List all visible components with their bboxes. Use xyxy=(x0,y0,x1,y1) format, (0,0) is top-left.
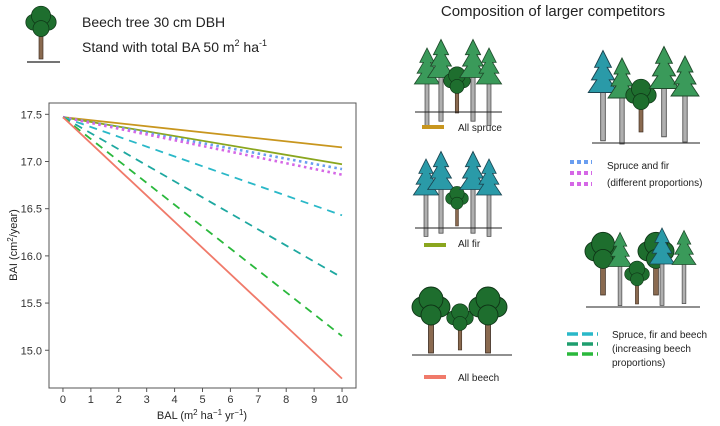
legend-label-spruce-fir-2: (different proportions) xyxy=(607,178,702,189)
y-tick-label: 17.0 xyxy=(21,157,42,169)
legend-label-beech: All beech xyxy=(458,373,499,384)
series-line-beech xyxy=(62,116,343,380)
x-tick-label: 2 xyxy=(116,394,122,406)
illustration-all-fir xyxy=(412,151,503,237)
x-tick-label: 6 xyxy=(227,394,233,406)
y-tick-label: 15.5 xyxy=(21,298,42,310)
x-tick-label: 8 xyxy=(283,394,289,406)
series-line-mix3 xyxy=(62,116,343,337)
legend-label-spruce-fir-1: Spruce and fir xyxy=(607,161,670,172)
series-line-spruce xyxy=(62,116,343,149)
legend-swatch-beech xyxy=(424,375,446,379)
y-tick-label: 17.5 xyxy=(21,109,42,121)
x-tick-label: 5 xyxy=(199,394,205,406)
illustration-all-beech xyxy=(411,286,512,356)
x-tick-label: 9 xyxy=(311,394,317,406)
legend-label-fir: All fir xyxy=(458,239,481,250)
x-tick-label: 3 xyxy=(144,394,150,406)
legend-label-spruce: All spruce xyxy=(458,123,502,134)
x-axis: 0 1 2 3 4 5 6 7 8 9 10 xyxy=(60,388,348,406)
y-tick-label: 16.5 xyxy=(21,204,42,216)
illustration-mixed xyxy=(584,227,700,308)
legend-swatch-mixed xyxy=(567,332,598,356)
plot-area xyxy=(48,102,357,389)
series-line-mix2 xyxy=(62,116,343,279)
series-line-sf1 xyxy=(62,115,343,171)
legend-swatch-spruce xyxy=(422,125,444,129)
x-tick-label: 4 xyxy=(172,394,178,406)
legend-label-mixed-1: Spruce, fir and beech xyxy=(612,330,707,341)
y-tick-label: 15.0 xyxy=(21,345,42,357)
illustration-all-spruce xyxy=(413,39,503,126)
illustration-spruce-and-fir xyxy=(587,46,700,145)
x-tick-label: 10 xyxy=(336,394,348,406)
y-axis: 15.0 15.5 16.0 16.5 17.0 17.5 xyxy=(21,109,49,357)
panel-title: Composition of larger competitors xyxy=(441,3,665,20)
x-tick-label: 7 xyxy=(255,394,261,406)
legend-label-mixed-2: (increasing beech xyxy=(612,344,691,355)
header-line-1: Beech tree 30 cm DBH xyxy=(82,14,225,30)
header-line-2: Stand with total BA 50 m2 ha-1 xyxy=(82,38,267,55)
series-line-mix1 xyxy=(62,116,343,217)
x-tick-label: 0 xyxy=(60,394,66,406)
legend-swatch-spruce-fir xyxy=(570,160,592,186)
x-tick-label: 1 xyxy=(88,394,94,406)
header-beech-icon xyxy=(25,5,57,60)
series-lines xyxy=(62,115,343,380)
legend-swatch-fir xyxy=(424,243,446,247)
series-line-fir xyxy=(62,116,343,166)
y-axis-label: BAI (cm2/year) xyxy=(6,209,20,281)
y-tick-label: 16.0 xyxy=(21,251,42,263)
x-axis-label: BAL (m2 ha−1 yr−1) xyxy=(157,408,247,422)
legend-label-mixed-3: proportions) xyxy=(612,358,665,369)
